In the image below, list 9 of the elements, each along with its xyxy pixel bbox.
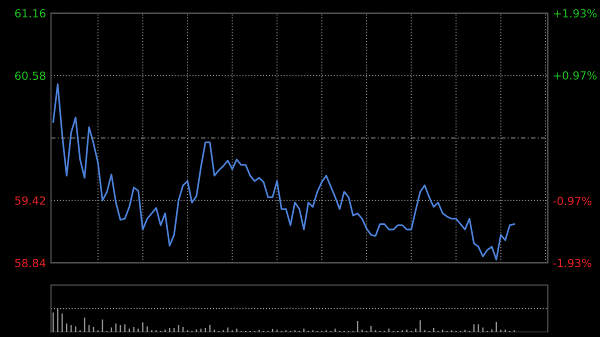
line-series xyxy=(52,83,516,260)
y-tick-label: 58.84 xyxy=(15,258,46,268)
y2-tick-label: -0.97% xyxy=(553,196,592,206)
y-tick-label: 59.42 xyxy=(15,196,46,205)
y2-tick-label: +0.97% xyxy=(554,71,597,80)
y-tick-label: 61.16 xyxy=(15,9,46,18)
y-tick-label: 60.58 xyxy=(15,72,46,80)
y2-tick-label: -1.93% xyxy=(553,258,592,268)
y2-tick-label: +1.93% xyxy=(554,9,597,18)
